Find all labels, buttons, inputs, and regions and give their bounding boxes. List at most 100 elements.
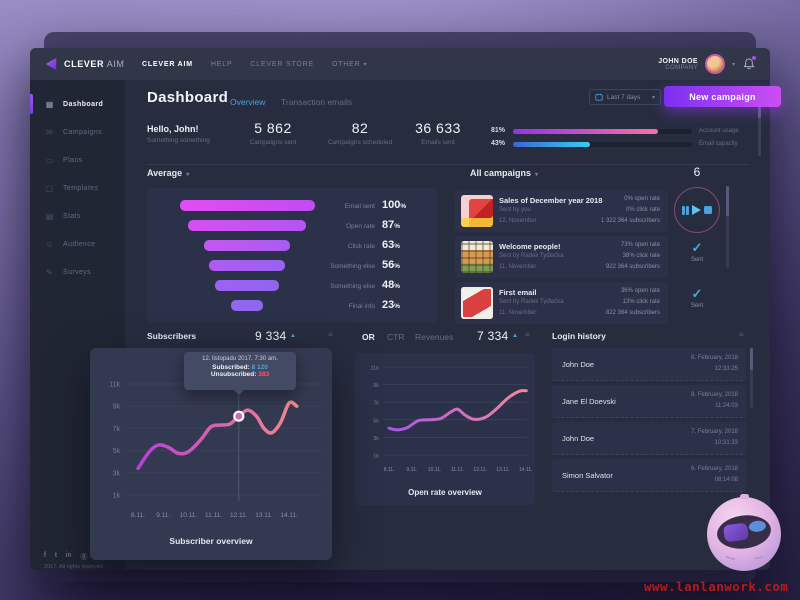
- funnel-bar: [179, 200, 315, 211]
- percent-suffix: %: [394, 243, 401, 250]
- social-icon-2[interactable]: in: [65, 552, 72, 559]
- logo-icon: [45, 57, 57, 71]
- tab-revenues[interactable]: Revenues: [415, 332, 454, 342]
- svg-text:14.11.: 14.11.: [519, 467, 533, 473]
- usage-label: Email capacity: [699, 141, 738, 147]
- tab-transaction-emails[interactable]: Transaction emails: [281, 97, 353, 107]
- subscribers-label: Subscribers: [147, 331, 197, 341]
- social-icon-3[interactable]: Ⓑ: [80, 554, 88, 561]
- login-time: 12:33:25: [714, 366, 738, 372]
- sidebar-item-dashboard[interactable]: ▦ Dashboard: [30, 90, 125, 118]
- stats-icon: ▤: [45, 211, 54, 221]
- svg-text:10.11.: 10.11.: [428, 467, 442, 473]
- svg-text:14.11.: 14.11.: [280, 512, 298, 519]
- pause-button[interactable]: [682, 205, 689, 215]
- tab-overview[interactable]: Overview: [230, 97, 266, 107]
- openrate-caption: Open rate overview: [408, 488, 482, 497]
- openrate-chart: 11k 9k 7k 5k 3k 1k 8.11. 9.11. 10.11. 11.11. 12.11…: [371, 366, 533, 474]
- new-campaign-button[interactable]: New campaign: [664, 86, 781, 107]
- tab-or[interactable]: OR: [362, 332, 375, 342]
- svg-text:3k: 3k: [113, 470, 121, 477]
- funnel-value: 63%: [382, 239, 401, 251]
- campaign-card[interactable]: First email Sent by Radek Tydlačka 11. Nov…: [455, 282, 668, 324]
- sidebar-item-audience[interactable]: ☺ Audience: [30, 230, 125, 258]
- svg-text:10.11.: 10.11.: [180, 512, 198, 519]
- nav-item-clever-store[interactable]: CLEVER STORE: [250, 60, 314, 68]
- usage-fill: [513, 129, 658, 134]
- login-scrollbar[interactable]: [750, 348, 753, 408]
- campaign-card[interactable]: Welcome people! Sent by Radek Tydlačka 11.…: [455, 236, 668, 278]
- main-scrollbar[interactable]: [758, 92, 761, 156]
- logo-text: CLEVER AIM: [64, 59, 125, 69]
- sidebar-item-surveys[interactable]: ✎ Surveys: [30, 258, 125, 286]
- metric-2: 36 633 Emails sent: [393, 120, 483, 146]
- campaign-title: Welcome people!: [499, 242, 561, 251]
- campaign-open-rate: 73% open rate: [620, 242, 660, 248]
- percent-suffix: %: [400, 203, 407, 210]
- sidebar-item-stats[interactable]: ▤ Stats: [30, 202, 125, 230]
- usage-track: [513, 142, 692, 147]
- svg-text:12.11.: 12.11.: [230, 512, 248, 519]
- sidebar-item-plans[interactable]: ▭ Plans: [30, 146, 125, 174]
- funnel-label: Something else: [330, 283, 375, 290]
- funnel-label: Open rate: [346, 223, 375, 230]
- avatar[interactable]: [704, 54, 725, 74]
- sent-check-icon: ✓: [691, 286, 703, 301]
- campaign-card[interactable]: Sales of December year 2018 Sent by you 12…: [455, 190, 668, 232]
- play-button[interactable]: [691, 205, 701, 215]
- campaign-thumbnail: [461, 241, 493, 273]
- funnel-value: 100%: [382, 199, 407, 211]
- social-icon-0[interactable]: f: [44, 552, 46, 559]
- date-range-dropdown[interactable]: Last 7 days ▾: [589, 89, 661, 105]
- greeting-title: Hello, John!: [147, 124, 199, 134]
- usage-label: Account usage: [699, 128, 739, 134]
- funnel-row: Final info 23%: [147, 296, 437, 316]
- metric-1: 82 Campaigns scheduled: [315, 120, 405, 146]
- openrate-options-icon[interactable]: ≡: [525, 330, 530, 339]
- sidebar-item-templates[interactable]: ▢ Templates: [30, 174, 125, 202]
- login-history-row: John Doe 7. February, 2018 10:31:33: [552, 422, 746, 455]
- average-section-label[interactable]: Average ▾: [147, 168, 190, 178]
- campaign-subscribers: 1 322 364 subscribers: [600, 218, 660, 224]
- social-links: f t in Ⓑ: [44, 552, 87, 562]
- nav-item-clever-aim[interactable]: CLEVER AIM: [142, 60, 193, 68]
- robot-mascot: [702, 490, 786, 574]
- user-chevron-down-icon[interactable]: ▾: [731, 61, 735, 68]
- funnel-value: 23%: [382, 299, 401, 311]
- funnel-value: 56%: [382, 259, 401, 271]
- campaigns-scrollbar[interactable]: [726, 186, 729, 268]
- stop-button[interactable]: [703, 206, 712, 214]
- watermark: www.lanlanwork.com: [644, 579, 789, 594]
- campaign-title: Sales of December year 2018: [499, 196, 603, 205]
- funnel-bar: [231, 300, 263, 311]
- greeting-subtitle: Something something: [147, 137, 210, 144]
- all-campaigns-label[interactable]: All campaigns ▾: [470, 168, 539, 178]
- sidebar-item-campaigns[interactable]: ✉ Campaigns: [30, 118, 125, 146]
- login-name: John Doe: [562, 434, 595, 443]
- queue-count: 6: [693, 165, 701, 179]
- sent-check-icon: ✓: [691, 240, 703, 255]
- login-date: 8. February, 2018: [691, 355, 738, 361]
- notifications-button[interactable]: [742, 55, 757, 71]
- nav-item-help[interactable]: HELP: [210, 60, 233, 68]
- login-date: 7. February, 2018: [691, 429, 738, 435]
- sidebar-item-label: Plans: [63, 156, 83, 164]
- funnel-bar: [214, 280, 280, 291]
- campaign-date: 11. November: [499, 310, 537, 316]
- subscriber-caption: Subscriber overview: [169, 536, 253, 546]
- app-logo[interactable]: CLEVER AIM: [30, 57, 142, 71]
- sidebar-item-label: Audience: [63, 240, 96, 248]
- svg-text:13.11.: 13.11.: [255, 512, 273, 519]
- funnel-label: Something else: [330, 263, 375, 270]
- campaigns-icon: ✉: [46, 127, 53, 137]
- campaign-thumbnail: [461, 287, 493, 319]
- campaign-click-rate: 13% click rate: [622, 299, 660, 305]
- social-icon-1[interactable]: t: [54, 552, 57, 559]
- sent-status-label: Sent: [690, 257, 704, 263]
- campaign-sender: Sent by Radek Tydlačka: [499, 299, 564, 305]
- subscribers-options-icon[interactable]: ≡: [328, 330, 333, 339]
- tab-ctr[interactable]: CTR: [387, 332, 405, 342]
- notification-badge: [751, 55, 757, 61]
- login-options-icon[interactable]: ≡: [739, 330, 744, 339]
- nav-item-other[interactable]: OTHER ▾: [331, 60, 368, 68]
